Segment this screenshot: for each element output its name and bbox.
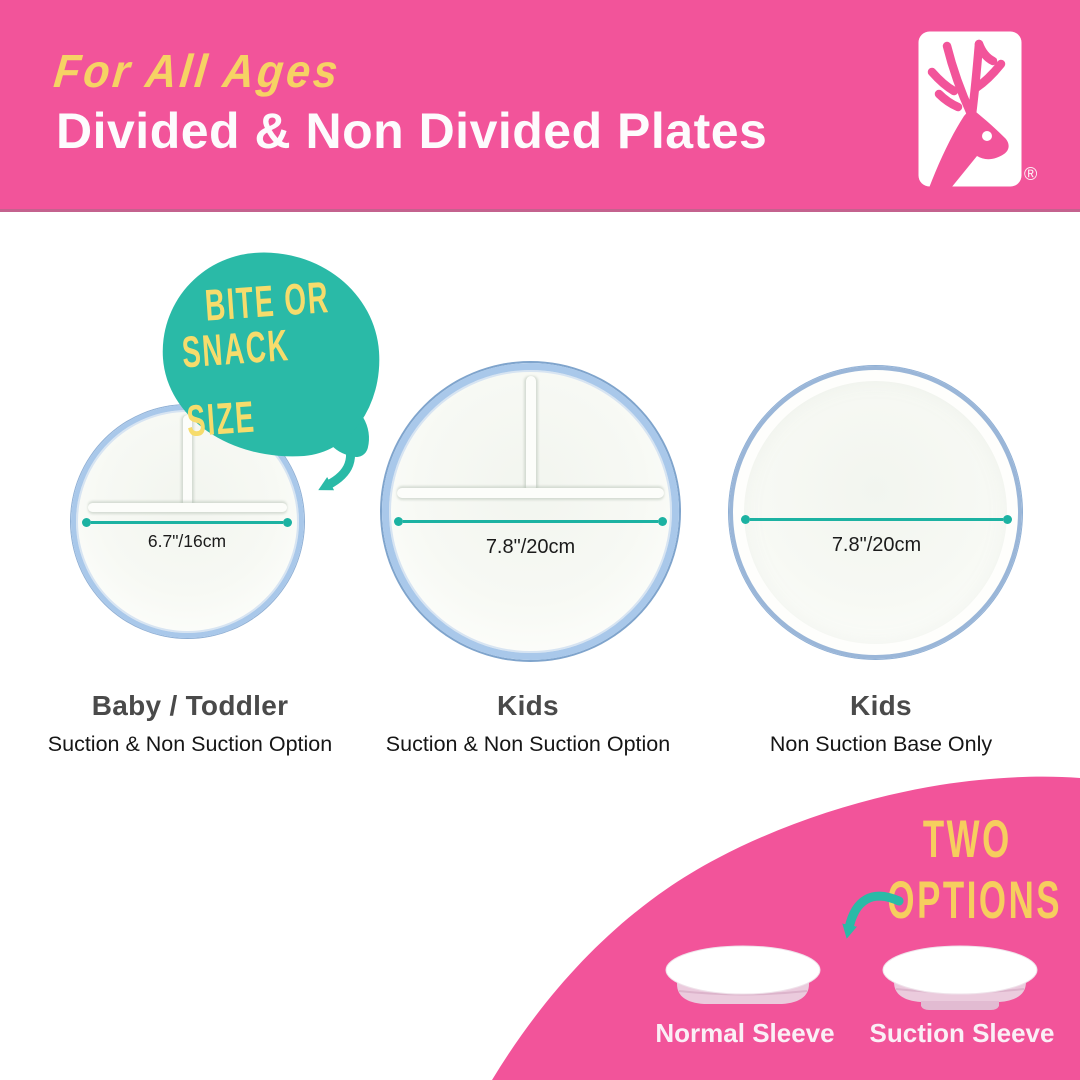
diameter-line-baby bbox=[82, 518, 292, 527]
suction-sleeve-plate-figure bbox=[882, 945, 1038, 1010]
registered-trademark: ® bbox=[1024, 164, 1038, 184]
options-callout-line1: Two bbox=[867, 809, 1067, 868]
diameter-label-kids-plain: 7.8"/20cm bbox=[831, 534, 922, 556]
deer-antler-logo-icon bbox=[918, 31, 1022, 188]
plate-subtitle: Suction & Non Suction Option bbox=[47, 732, 333, 756]
measure-line bbox=[403, 520, 658, 523]
diameter-line-kids-divided bbox=[394, 517, 667, 526]
plate-subtitle: Non Suction Base Only bbox=[769, 732, 993, 756]
measure-dot-right bbox=[658, 517, 667, 526]
header-banner: For All Ages Divided & Non Divided Plate… bbox=[0, 0, 1080, 212]
diameter-label-baby: 6.7"/16cm bbox=[147, 531, 227, 551]
measure-dot-left bbox=[741, 515, 750, 524]
plate-title: Baby / Toddler bbox=[91, 690, 289, 721]
diameter-line-kids-plain bbox=[741, 515, 1012, 524]
page-title: Divided & Non Divided Plates bbox=[56, 103, 768, 159]
measure-dot-right bbox=[283, 518, 292, 527]
size-callout-blob: Bite or Snack Size bbox=[156, 244, 386, 466]
options-callout-text2: Options bbox=[887, 870, 1063, 930]
caption-baby-toddler: Baby / Toddler Suction & Non Suction Opt… bbox=[30, 690, 350, 757]
options-callout-text1: Two bbox=[922, 809, 1012, 869]
size-callout-line2: Snack Size bbox=[180, 320, 291, 446]
plate-title: Kids bbox=[850, 690, 912, 721]
plate-title: Kids bbox=[497, 690, 559, 721]
measure-dot-left bbox=[82, 518, 91, 527]
normal-sleeve-plate-figure bbox=[665, 945, 821, 1004]
suction-sleeve-label: Suction Sleeve bbox=[869, 1018, 1055, 1048]
options-callout-line2: Options bbox=[845, 870, 1080, 929]
plate-divider-horizontal bbox=[397, 488, 664, 498]
plate-kids-divided bbox=[382, 363, 679, 660]
measure-dot-left bbox=[394, 517, 403, 526]
plate-kids-plain bbox=[729, 366, 1022, 659]
size-callout-text: Bite or Snack Size bbox=[156, 245, 386, 466]
measure-line bbox=[91, 521, 283, 524]
plate-divider-vertical bbox=[525, 376, 536, 492]
header-tagline: For All Ages bbox=[51, 46, 344, 98]
plate-divider-horizontal bbox=[88, 503, 287, 512]
plate-subtitle: Suction & Non Suction Option bbox=[385, 732, 671, 756]
plate-divider-vertical bbox=[183, 415, 192, 507]
caption-kids-plain: Kids Non Suction Base Only bbox=[721, 690, 1041, 757]
measure-dot-right bbox=[1003, 515, 1012, 524]
normal-sleeve-label: Normal Sleeve bbox=[655, 1018, 835, 1048]
measure-line bbox=[750, 518, 1003, 521]
caption-kids-divided: Kids Suction & Non Suction Option bbox=[368, 690, 688, 757]
diameter-label-kids-divided: 7.8"/20cm bbox=[485, 536, 576, 558]
